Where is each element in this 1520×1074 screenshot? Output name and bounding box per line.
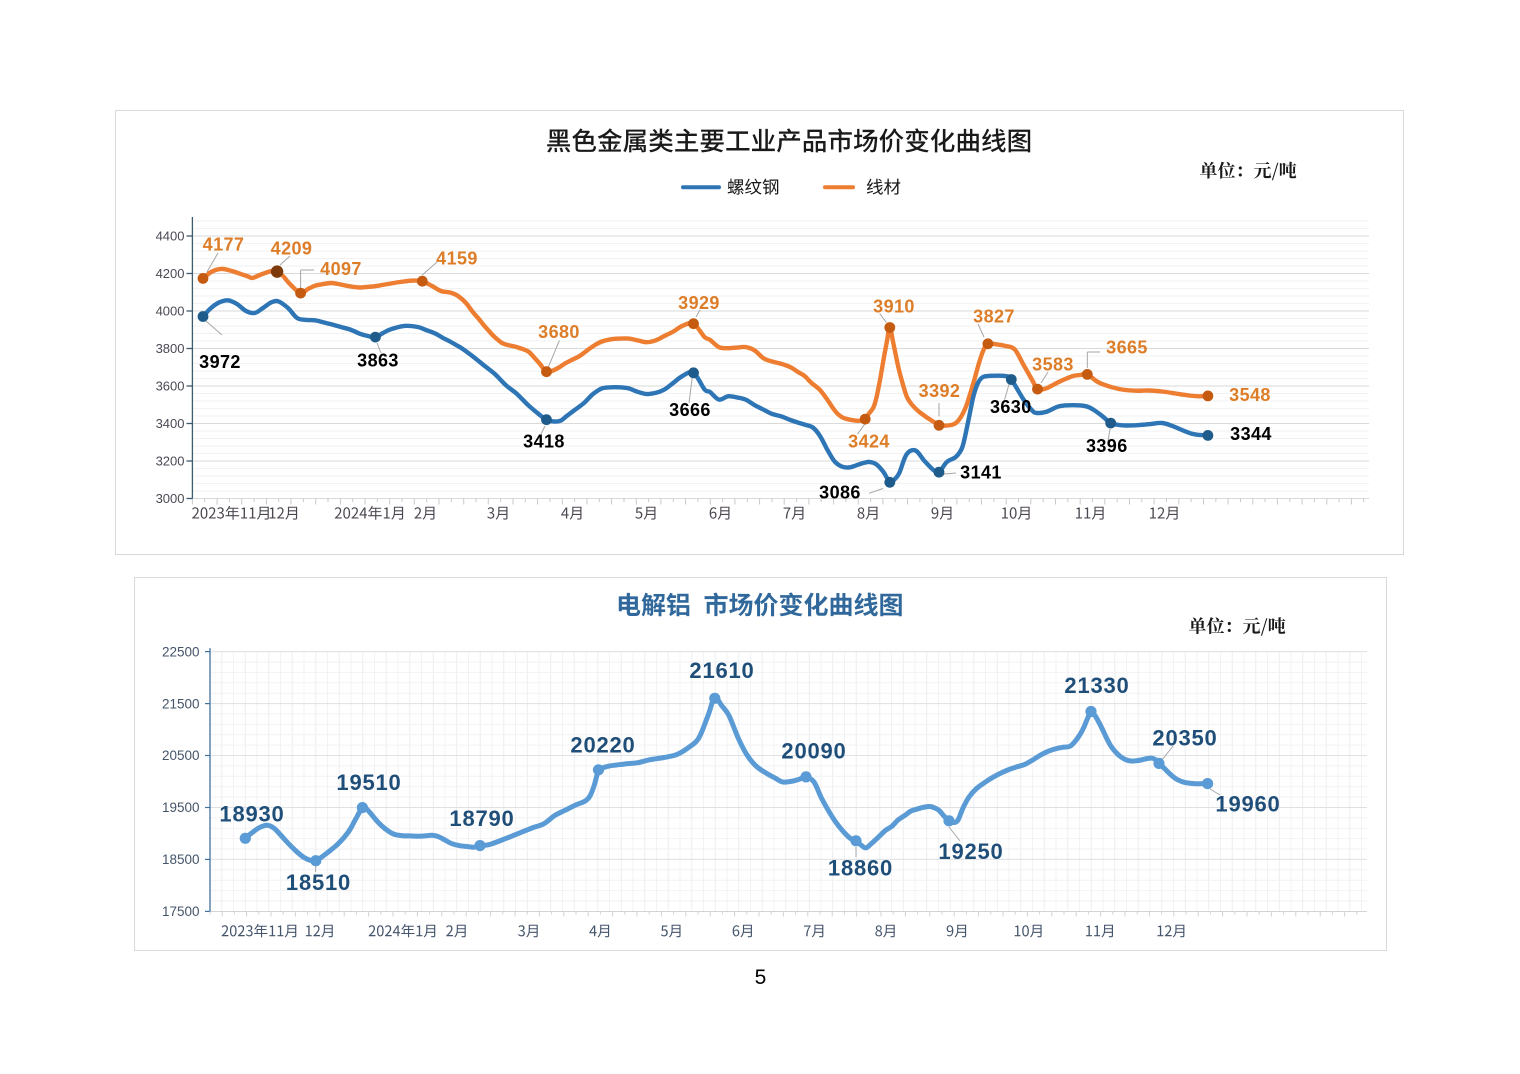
svg-text:21330: 21330: [1064, 673, 1129, 698]
svg-text:3929: 3929: [678, 293, 720, 313]
svg-text:3000: 3000: [156, 491, 185, 506]
svg-text:3666: 3666: [669, 400, 711, 420]
svg-text:20090: 20090: [781, 738, 846, 763]
svg-text:18930: 18930: [219, 801, 284, 826]
svg-text:3863: 3863: [357, 351, 399, 371]
svg-text:3800: 3800: [156, 341, 185, 356]
svg-text:4209: 4209: [271, 239, 313, 259]
svg-text:5: 5: [755, 966, 767, 989]
svg-text:18790: 18790: [449, 806, 514, 831]
svg-text:3344: 3344: [1230, 424, 1272, 444]
svg-text:17500: 17500: [162, 904, 200, 919]
svg-text:3630: 3630: [990, 397, 1032, 417]
svg-text:21500: 21500: [162, 696, 200, 711]
svg-text:3141: 3141: [960, 463, 1002, 483]
svg-text:3680: 3680: [538, 322, 580, 342]
svg-text:3583: 3583: [1032, 355, 1074, 375]
svg-text:3396: 3396: [1086, 436, 1128, 456]
svg-text:4159: 4159: [436, 249, 478, 269]
svg-text:4097: 4097: [320, 259, 362, 279]
svg-text:3910: 3910: [873, 297, 915, 317]
svg-text:3827: 3827: [973, 307, 1015, 327]
svg-text:3600: 3600: [156, 379, 185, 394]
svg-text:3400: 3400: [156, 416, 185, 431]
svg-text:20220: 20220: [570, 732, 635, 757]
svg-text:19500: 19500: [162, 800, 200, 815]
svg-text:21610: 21610: [689, 658, 754, 683]
svg-text:3665: 3665: [1106, 338, 1148, 358]
svg-text:4177: 4177: [203, 235, 245, 255]
svg-text:3548: 3548: [1229, 385, 1271, 405]
svg-text:19250: 19250: [938, 839, 1003, 864]
svg-text:3200: 3200: [156, 454, 185, 469]
svg-text:19510: 19510: [336, 770, 401, 795]
svg-text:3972: 3972: [199, 352, 241, 372]
svg-text:4400: 4400: [156, 229, 185, 244]
svg-text:3392: 3392: [919, 381, 961, 401]
svg-text:3424: 3424: [848, 432, 890, 452]
svg-text:20500: 20500: [162, 748, 200, 763]
svg-text:4200: 4200: [156, 266, 185, 281]
svg-text:3086: 3086: [819, 483, 861, 503]
svg-text:18510: 18510: [286, 870, 351, 895]
svg-text:20350: 20350: [1152, 725, 1217, 750]
svg-text:3418: 3418: [523, 432, 565, 452]
svg-text:4000: 4000: [156, 304, 185, 319]
svg-text:18500: 18500: [162, 852, 200, 867]
svg-text:22500: 22500: [162, 644, 200, 659]
svg-text:18860: 18860: [828, 855, 893, 880]
svg-text:19960: 19960: [1215, 791, 1280, 816]
